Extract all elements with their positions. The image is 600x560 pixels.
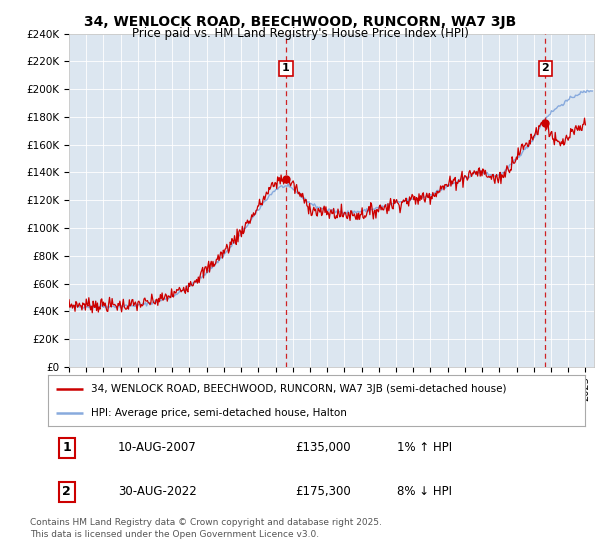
Text: 1% ↑ HPI: 1% ↑ HPI — [397, 441, 452, 454]
Text: 8% ↓ HPI: 8% ↓ HPI — [397, 485, 452, 498]
Text: HPI: Average price, semi-detached house, Halton: HPI: Average price, semi-detached house,… — [91, 408, 347, 418]
Text: 34, WENLOCK ROAD, BEECHWOOD, RUNCORN, WA7 3JB: 34, WENLOCK ROAD, BEECHWOOD, RUNCORN, WA… — [84, 15, 516, 29]
Text: £135,000: £135,000 — [295, 441, 350, 454]
Text: £175,300: £175,300 — [295, 485, 351, 498]
Text: 30-AUG-2022: 30-AUG-2022 — [118, 485, 197, 498]
Text: 2: 2 — [541, 63, 549, 73]
Text: 1: 1 — [62, 441, 71, 454]
Text: 34, WENLOCK ROAD, BEECHWOOD, RUNCORN, WA7 3JB (semi-detached house): 34, WENLOCK ROAD, BEECHWOOD, RUNCORN, WA… — [91, 384, 506, 394]
Text: 1: 1 — [282, 63, 290, 73]
Text: Price paid vs. HM Land Registry's House Price Index (HPI): Price paid vs. HM Land Registry's House … — [131, 27, 469, 40]
Text: 10-AUG-2007: 10-AUG-2007 — [118, 441, 197, 454]
Text: 2: 2 — [62, 485, 71, 498]
Text: Contains HM Land Registry data © Crown copyright and database right 2025.
This d: Contains HM Land Registry data © Crown c… — [30, 518, 382, 539]
